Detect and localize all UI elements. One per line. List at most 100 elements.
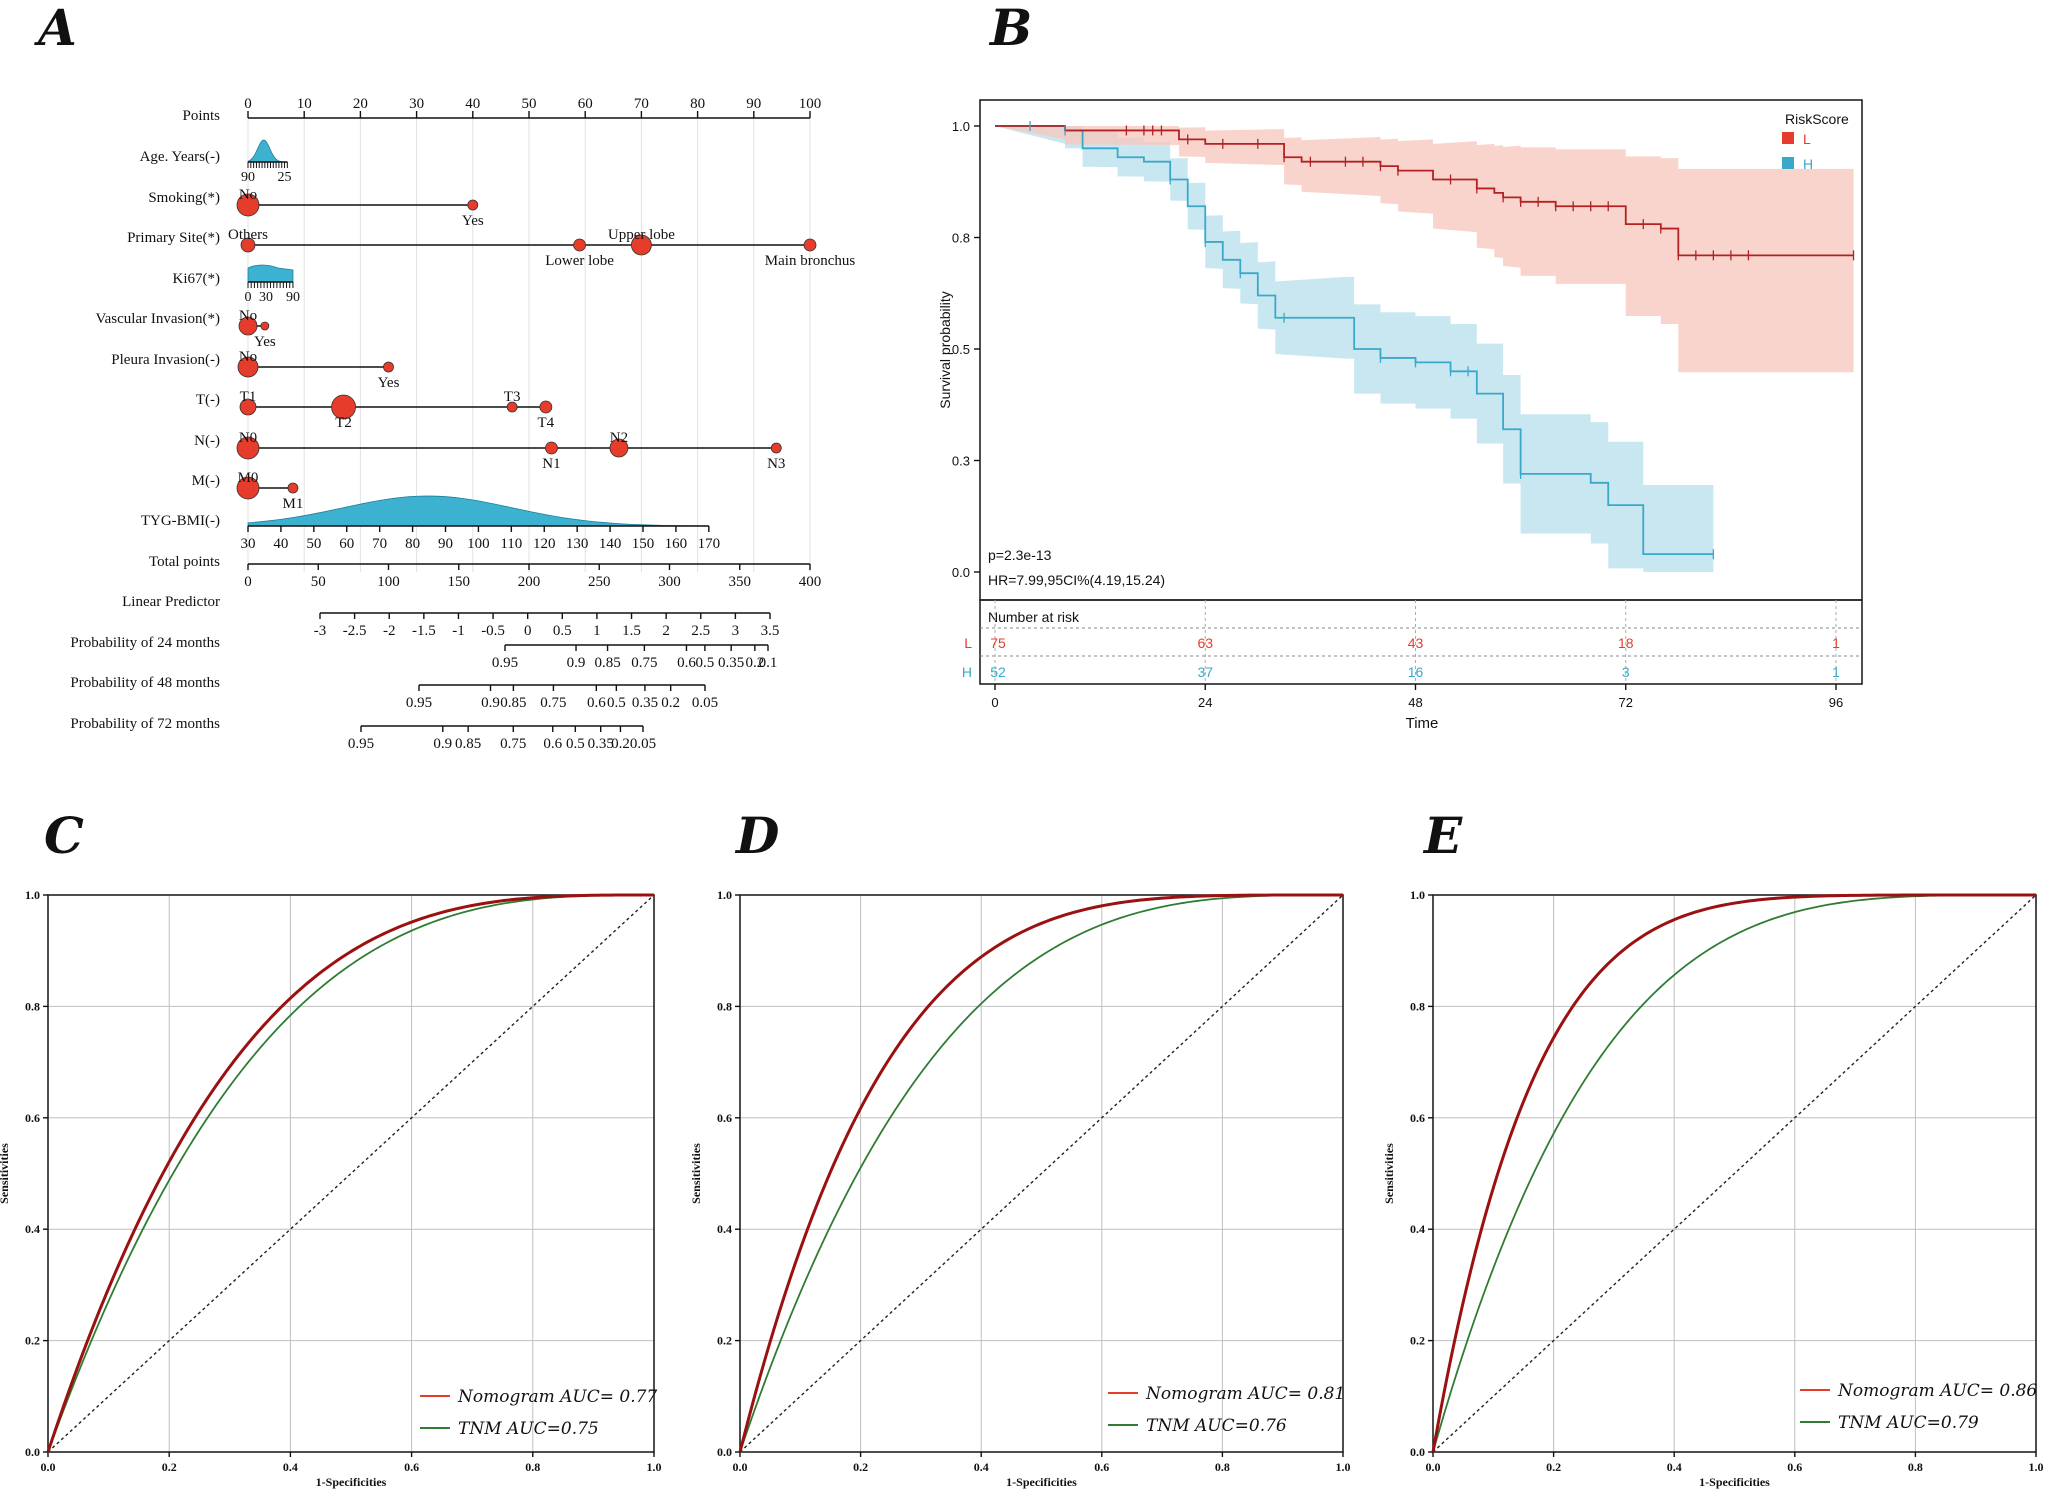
nomogram-row-label: Points: [182, 108, 220, 124]
km-legend-title: RiskScore: [1785, 111, 1849, 127]
roc-y-tick-label: 0.8: [717, 999, 732, 1013]
linear-predictor-tick-label: -2: [383, 623, 396, 639]
probability-tick-label: 0.35: [632, 695, 658, 711]
probability-tick-label: 0.2: [611, 736, 630, 752]
km-band-l: [995, 126, 1854, 373]
panel-label-e: E: [1424, 806, 1463, 865]
nomogram-row-label: Total points: [149, 554, 220, 570]
category-point: [770, 442, 782, 454]
nomogram-row-label: Probability of 72 months: [70, 716, 220, 732]
linear-predictor-tick-label: -1: [452, 623, 465, 639]
risk-table-value: 63: [1197, 635, 1213, 651]
risk-table-value: 3: [1622, 664, 1630, 680]
roc-plot-frame: [1432, 894, 2037, 1453]
roc-y-tick-label: 1.0: [1410, 888, 1425, 902]
category-point: [239, 398, 257, 416]
category-point: [506, 401, 518, 413]
probability-tick-label: 0.75: [631, 655, 657, 671]
tyg-bmi-tick-label: 70: [372, 536, 387, 552]
roc-x-tick-label: 0.6: [404, 1460, 419, 1474]
roc-legend-label-nomogram: Nomogram AUC= 0.77: [457, 1387, 657, 1407]
roc-legend-label-tnm: TNM AUC=0.79: [1838, 1413, 1979, 1433]
roc-legend-label-tnm: TNM AUC=0.75: [458, 1419, 599, 1439]
km-x-axis-label: Time: [1406, 715, 1439, 732]
tyg-bmi-tick-label: 60: [339, 536, 354, 552]
nomogram-row-label: Primary Site(*): [127, 230, 220, 246]
probability-tick-label: 0.6: [677, 655, 696, 671]
probability-tick-label: 0.75: [500, 736, 526, 752]
tyg-bmi-tick-label: 40: [273, 536, 288, 552]
roc-x-tick-label: 1.0: [2029, 1460, 2044, 1474]
linear-predictor-tick-label: 0.5: [553, 623, 572, 639]
points-tick-label: 60: [578, 96, 593, 112]
probability-tick-label: 0.85: [594, 655, 620, 671]
panel-label-b: B: [990, 0, 1033, 57]
probability-tick-label: 0.85: [500, 695, 526, 711]
nomogram-row-label: Vascular Invasion(*): [95, 311, 220, 327]
total-points-tick-label: 300: [658, 574, 681, 590]
roc-y-tick-label: 0.0: [717, 1445, 732, 1459]
category-level-label: N1: [542, 456, 560, 472]
category-level-label: Yes: [254, 334, 276, 350]
km-curve-h: [995, 125, 1714, 556]
probability-tick-label: 0.5: [696, 655, 715, 671]
category-level-label: Main bronchus: [765, 253, 856, 269]
probability-tick-label: 0.2: [661, 695, 680, 711]
roc-x-tick-label: 1.0: [1336, 1460, 1351, 1474]
category-point: [240, 237, 256, 253]
ki67-tick-label: 0: [245, 290, 252, 305]
category-level-label: M1: [283, 496, 304, 512]
tyg-bmi-tick-label: 170: [698, 536, 721, 552]
roc-x-axis-label: 1-Specificities: [1699, 1475, 1770, 1489]
points-tick-label: 30: [409, 96, 424, 112]
age-density: [247, 139, 288, 163]
risk-table-value: 37: [1197, 664, 1213, 680]
roc-y-tick-label: 0.6: [717, 1111, 732, 1125]
category-level-label: T3: [504, 389, 521, 405]
probability-tick-label: 0.95: [492, 655, 518, 671]
tyg-bmi-tick-label: 120: [533, 536, 556, 552]
risk-table-value: 1: [1832, 664, 1840, 680]
roc-curve-tnm: [1432, 894, 2036, 1453]
linear-predictor-tick-label: 0: [524, 623, 532, 639]
total-points-tick-label: 150: [448, 574, 471, 590]
km-y-tick-label: 0.5: [952, 342, 970, 357]
probability-tick-label: 0.1: [759, 655, 778, 671]
km-y-tick-label: 0.3: [952, 454, 970, 469]
probability-tick-label: 0.6: [587, 695, 606, 711]
tyg-bmi-tick-label: 110: [500, 536, 522, 552]
roc-y-tick-label: 0.6: [25, 1111, 40, 1125]
category-level-label: No: [239, 187, 257, 203]
tyg-bmi-tick-label: 160: [665, 536, 688, 552]
points-tick-label: 40: [465, 96, 480, 112]
risk-table-value: 75: [990, 635, 1006, 651]
linear-predictor-tick-label: -2.5: [343, 623, 367, 639]
roc-y-tick-label: 0.4: [717, 1222, 732, 1236]
roc-legend-label-tnm: TNM AUC=0.76: [1146, 1416, 1287, 1436]
roc-x-tick-label: 0.8: [1215, 1460, 1230, 1474]
km-y-axis-label: Survival probability: [937, 291, 953, 409]
tyg-bmi-tick-label: 130: [566, 536, 589, 552]
category-level-label: T2: [335, 415, 352, 431]
risk-table-row-label: L: [964, 635, 972, 651]
probability-tick-label: 0.2: [745, 655, 764, 671]
probability-tick-label: 0.05: [630, 736, 656, 752]
category-point: [467, 199, 479, 211]
roc-x-axis-label: 1-Specificities: [1006, 1475, 1077, 1489]
points-tick-label: 0: [244, 96, 252, 112]
probability-tick-label: 0.05: [692, 695, 718, 711]
km-legend-swatch-h: [1782, 157, 1794, 169]
points-tick-label: 50: [522, 96, 537, 112]
roc-y-tick-label: 0.8: [1410, 999, 1425, 1013]
probability-tick-label: 0.9: [567, 655, 586, 671]
roc-x-tick-label: 0.4: [1667, 1460, 1682, 1474]
roc-x-axis-label: 1-Specificities: [316, 1475, 387, 1489]
linear-predictor-tick-label: -0.5: [481, 623, 505, 639]
roc-panel: 0.0 0.2 0.4 0.6 0.8 1.0 0.0 0.2 0.4 0.6 0.8 1.0 1-Sp…: [689, 888, 1351, 1489]
total-points-tick-label: 50: [311, 574, 326, 590]
roc-x-tick-label: 0.6: [1787, 1460, 1802, 1474]
roc-diagonal: [739, 894, 1344, 1453]
km-curve-l: [995, 125, 1854, 257]
roc-plot-frame: [47, 894, 655, 1453]
